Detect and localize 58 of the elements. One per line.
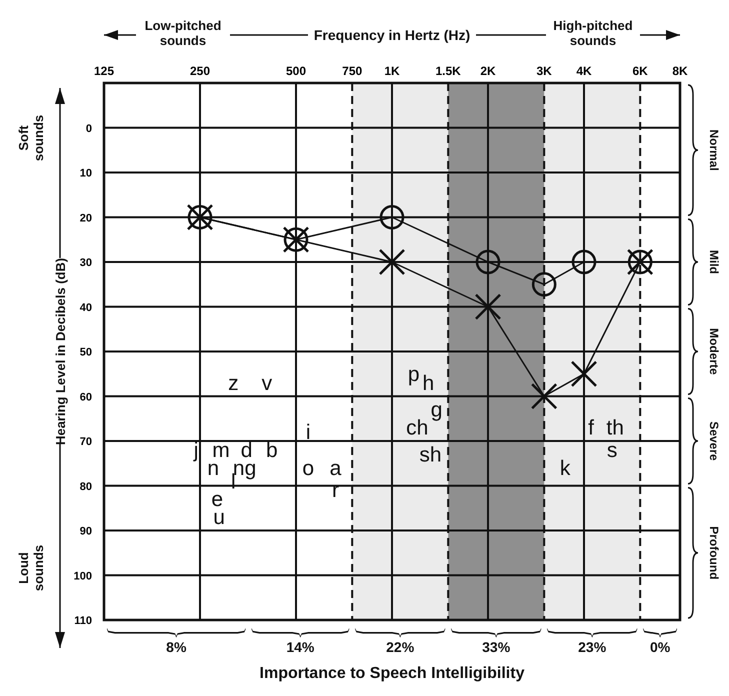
y-tick-label: 90 (80, 526, 92, 538)
y-tick-label: 50 (80, 346, 92, 358)
annotation: v (262, 372, 273, 395)
x-tick-label: 500 (286, 64, 306, 78)
x-tick-label: 2K (480, 64, 496, 78)
annotation: s (606, 438, 618, 462)
x-tick-label: 6K (632, 64, 648, 78)
annotation: i (306, 421, 311, 444)
text: Moderte (707, 328, 721, 376)
annotation: ch (406, 416, 428, 440)
x-tick-label: 8K (672, 64, 688, 78)
x-tick-label: 125 (94, 64, 114, 78)
x-tick-label: 3K (536, 64, 552, 78)
y-tick-label: 80 (80, 480, 92, 493)
text: Soft sounds (16, 114, 46, 162)
x-axis-title: Frequency in Hertz (Hz) (314, 27, 470, 43)
annotation: b (266, 438, 278, 462)
annotation: h (422, 372, 434, 395)
annotation: p (408, 362, 420, 386)
text: Severe (707, 421, 721, 462)
text: 23% (578, 639, 607, 655)
x-tick-label: 1K (384, 64, 400, 78)
annotation: g (430, 398, 442, 422)
text: High-pitched sounds (553, 18, 633, 48)
x-tick-label: 250 (190, 64, 210, 78)
text: 8% (166, 639, 187, 655)
text: 0% (650, 639, 671, 655)
text: Mild (707, 250, 721, 274)
text: Low-pitched sounds (144, 18, 222, 48)
annotation: f (588, 416, 594, 440)
y-tick-label: 0 (86, 122, 92, 135)
y-axis-title: Hearing Level in Decibels (dB) (53, 258, 68, 446)
annotation: d (240, 438, 252, 462)
annotation: sh (419, 443, 442, 466)
y-tick-label: 20 (80, 212, 92, 224)
annotation: o (302, 456, 314, 480)
annotation: k (560, 456, 571, 480)
x-tick-label: 4K (576, 64, 592, 78)
text: Normal (707, 129, 721, 171)
y-tick-label: 110 (74, 615, 92, 627)
x-tick-label: 1.5K (435, 64, 462, 78)
text: 33% (482, 639, 511, 655)
y-tick-label: 70 (80, 436, 92, 448)
text: Importance to Speech Intelligibility (260, 665, 525, 682)
y-tick-label: 60 (80, 391, 92, 404)
y-tick-label: 10 (80, 168, 92, 180)
annotation: a (330, 456, 342, 480)
annotation: j (192, 438, 198, 462)
annotation: th (606, 416, 624, 440)
text: Profound (707, 526, 721, 580)
text: Loud sounds (16, 544, 46, 592)
x-tick-label: 750 (342, 64, 362, 78)
y-tick-label: 100 (74, 570, 92, 582)
y-tick-label: 30 (80, 257, 92, 269)
text: 22% (386, 639, 415, 655)
text: 14% (286, 639, 315, 655)
annotation: z (228, 372, 239, 395)
y-tick-label: 40 (80, 302, 92, 314)
